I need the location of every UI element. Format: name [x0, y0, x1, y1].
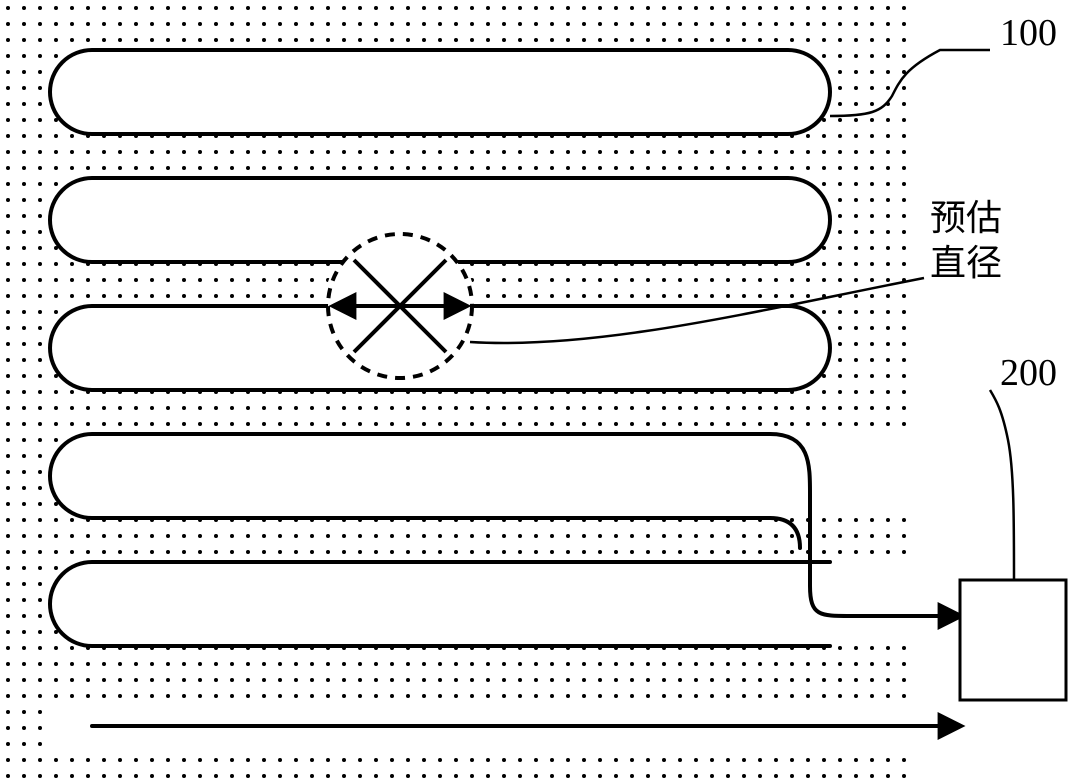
target-circle — [328, 234, 472, 378]
label-100: 100 — [1000, 12, 1057, 54]
label-200: 200 — [1000, 352, 1057, 394]
label-diameter-1: 预估 — [930, 198, 1002, 238]
label-diameter-2: 直径 — [930, 243, 1002, 283]
box-200 — [960, 580, 1066, 700]
leader-200 — [990, 390, 1014, 580]
